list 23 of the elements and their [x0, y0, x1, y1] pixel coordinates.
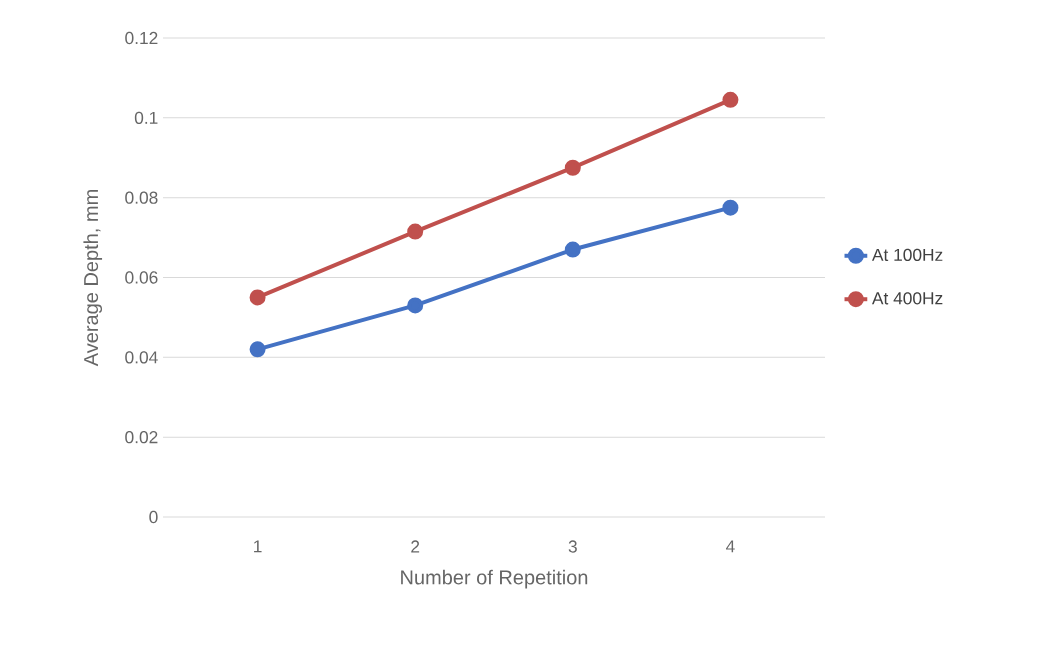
y-tick-label: 0.04	[125, 351, 158, 364]
point	[564, 159, 581, 176]
point	[249, 289, 266, 306]
y-tick-label: 0	[149, 510, 158, 524]
point	[722, 199, 739, 216]
y-tick-label: 0.12	[125, 31, 158, 45]
y-tick-label: 0.06	[125, 271, 158, 284]
point	[407, 223, 424, 240]
y-tick-label: 0.1	[134, 111, 158, 124]
y-axis-title: Average Depth, mm	[83, 190, 103, 367]
x-axis-title: Number of Repetition	[401, 569, 588, 589]
point	[722, 91, 739, 108]
x-tick-label: 3	[568, 540, 577, 553]
point	[564, 241, 581, 258]
y-tick-label: 0.08	[125, 191, 158, 204]
x-tick-label: 4	[726, 540, 735, 553]
point	[249, 341, 266, 358]
y-tick-label: 0.02	[125, 431, 158, 444]
point	[407, 297, 424, 314]
legend-label: At 400Hz	[871, 292, 943, 305]
x-tick-label: 1	[254, 540, 262, 553]
legend-label: At 100Hz	[871, 248, 943, 261]
x-tick-label: 2	[411, 540, 420, 553]
